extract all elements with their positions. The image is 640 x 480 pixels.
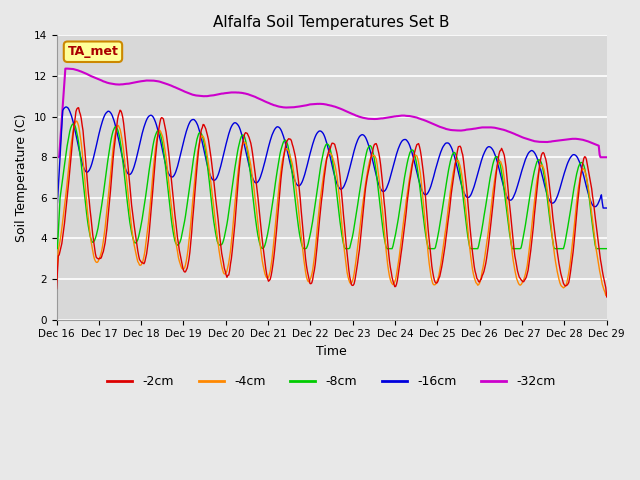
Title: Alfalfa Soil Temperatures Set B: Alfalfa Soil Temperatures Set B [213,15,450,30]
X-axis label: Time: Time [316,345,347,358]
Text: TA_met: TA_met [68,45,118,58]
Legend: -2cm, -4cm, -8cm, -16cm, -32cm: -2cm, -4cm, -8cm, -16cm, -32cm [102,370,561,393]
Y-axis label: Soil Temperature (C): Soil Temperature (C) [15,113,28,242]
